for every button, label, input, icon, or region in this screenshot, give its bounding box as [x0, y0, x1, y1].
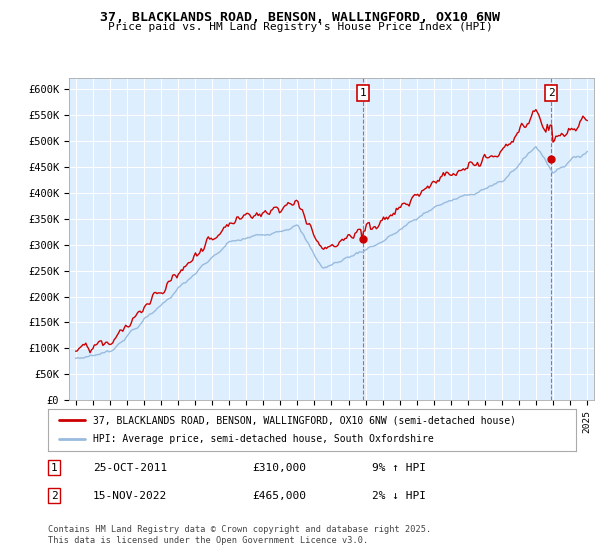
Text: £310,000: £310,000 [252, 463, 306, 473]
Text: 2: 2 [548, 88, 554, 98]
Text: 2% ↓ HPI: 2% ↓ HPI [372, 491, 426, 501]
Text: 2: 2 [50, 491, 58, 501]
Text: HPI: Average price, semi-detached house, South Oxfordshire: HPI: Average price, semi-detached house,… [93, 435, 434, 445]
Text: Contains HM Land Registry data © Crown copyright and database right 2025.
This d: Contains HM Land Registry data © Crown c… [48, 525, 431, 545]
Text: 1: 1 [50, 463, 58, 473]
Text: 37, BLACKLANDS ROAD, BENSON, WALLINGFORD, OX10 6NW: 37, BLACKLANDS ROAD, BENSON, WALLINGFORD… [100, 11, 500, 24]
Text: 9% ↑ HPI: 9% ↑ HPI [372, 463, 426, 473]
Text: 25-OCT-2011: 25-OCT-2011 [93, 463, 167, 473]
Text: 15-NOV-2022: 15-NOV-2022 [93, 491, 167, 501]
Text: 1: 1 [359, 88, 366, 98]
Text: £465,000: £465,000 [252, 491, 306, 501]
Text: 37, BLACKLANDS ROAD, BENSON, WALLINGFORD, OX10 6NW (semi-detached house): 37, BLACKLANDS ROAD, BENSON, WALLINGFORD… [93, 415, 516, 425]
Text: Price paid vs. HM Land Registry's House Price Index (HPI): Price paid vs. HM Land Registry's House … [107, 22, 493, 32]
